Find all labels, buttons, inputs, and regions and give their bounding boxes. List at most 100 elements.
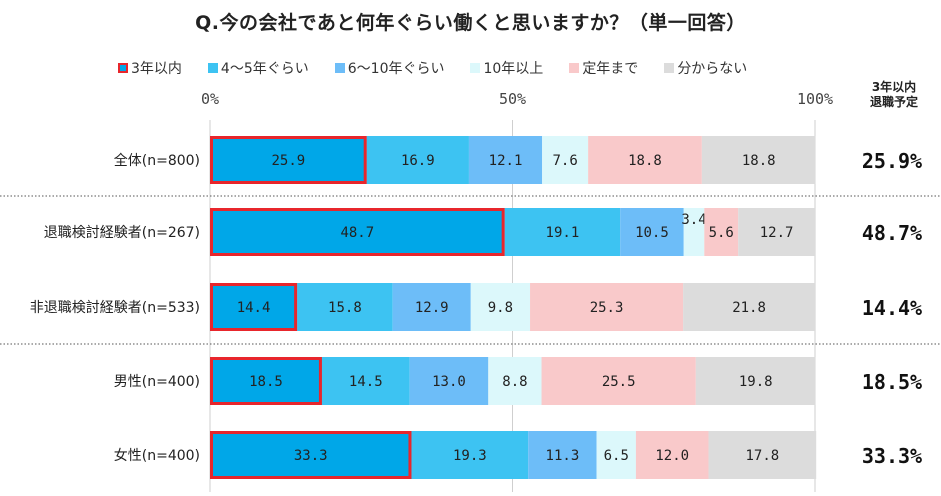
legend-label: 分からない <box>677 61 748 77</box>
bar-segment <box>596 431 636 479</box>
highlight-outline <box>210 136 367 184</box>
legend-swatch <box>664 63 675 73</box>
bar-value-label: 7.6 <box>552 153 577 169</box>
legend-swatch <box>470 63 481 73</box>
side-column-header-line1: 3年以内 <box>871 80 917 94</box>
side-column-value: 18.5% <box>862 370 922 394</box>
highlight-outline <box>210 357 322 405</box>
bar-segment <box>392 283 471 331</box>
bar-value-label: 15.8 <box>328 300 362 316</box>
bar-value-label: 25.9 <box>271 153 305 169</box>
side-column-header-line2: 退職予定 <box>869 95 918 109</box>
bar-segment <box>620 208 684 256</box>
bar-segment <box>738 208 815 256</box>
highlight-outline <box>210 431 412 479</box>
bar-segment <box>542 136 589 184</box>
bar-value-label: 12.1 <box>489 153 523 169</box>
legend-label: 3年以内 <box>131 61 182 77</box>
category-label: 全体(n=800) <box>114 152 200 169</box>
legend-swatch <box>334 63 345 73</box>
bar-segment <box>210 208 505 256</box>
bar-value-label: 9.8 <box>488 300 513 316</box>
bar-value-label: 12.9 <box>415 300 449 316</box>
bar-value-label: 18.8 <box>628 153 662 169</box>
x-tick-label: 0% <box>201 90 219 108</box>
bar-segment <box>470 283 531 331</box>
x-tick-label: 50% <box>499 90 526 108</box>
legend: 3年以内 4～5年ぐらい 6～10年ぐらい 10年以上 定年まで 分からない <box>118 58 747 78</box>
bar-segment <box>210 136 367 184</box>
side-column-value: 33.3% <box>862 444 922 468</box>
bar-value-label: 25.3 <box>590 300 624 316</box>
bar-value-label: 14.5 <box>349 374 383 390</box>
bar-segment <box>708 431 817 479</box>
bar-value-label: 48.7 <box>340 225 374 241</box>
bar-value-label: 12.0 <box>655 448 689 464</box>
legend-swatch <box>569 63 580 73</box>
legend-item: 定年まで <box>569 58 638 78</box>
bar-segment <box>504 208 621 256</box>
bar-value-label: 10.5 <box>635 225 669 241</box>
bar-segment <box>488 357 542 405</box>
bar-value-label: 13.0 <box>432 374 466 390</box>
bar-value-label: 18.5 <box>249 374 283 390</box>
bar-value-label: 33.3 <box>294 448 328 464</box>
bar-value-label: 3.4 <box>681 212 706 228</box>
chart-title: Q.今の会社であと何年ぐらい働くと思いますか？（単一回答） <box>195 12 746 34</box>
bar-segment <box>321 357 410 405</box>
bar-segment <box>541 357 696 405</box>
bar-value-label: 19.1 <box>546 225 580 241</box>
legend-label: 定年まで <box>582 61 639 77</box>
bar-segment <box>409 357 489 405</box>
bar-value-label: 19.3 <box>453 448 487 464</box>
bar-segment <box>530 283 684 331</box>
bar-value-label: 21.8 <box>732 300 766 316</box>
legend-item: 6～10年ぐらい <box>334 58 445 78</box>
bar-value-label: 17.8 <box>746 448 780 464</box>
bar-segment <box>528 431 597 479</box>
bar-segment <box>210 431 412 479</box>
bar-segment <box>635 431 709 479</box>
highlight-outline <box>210 283 298 331</box>
side-column-header: 3年以内 退職予定 <box>848 80 940 110</box>
legend-label: 4～5年ぐらい <box>220 61 309 77</box>
category-label: 男性(n=400) <box>114 374 200 390</box>
bar-segment <box>683 283 815 331</box>
bar-segment <box>468 136 543 184</box>
bar-segment <box>695 357 816 405</box>
bar-value-label: 5.6 <box>709 225 734 241</box>
bar-segment <box>704 208 739 256</box>
legend-label: 6～10年ぐらい <box>347 61 445 77</box>
side-column-value: 25.9% <box>862 149 922 173</box>
side-column-value: 48.7% <box>862 221 922 245</box>
x-tick-label: 100% <box>797 90 833 108</box>
bar-segment <box>210 357 322 405</box>
legend-item: 10年以上 <box>470 58 543 78</box>
category-label: 非退職検討経験者(n=533) <box>30 300 200 316</box>
category-label: 退職検討経験者(n=267) <box>44 225 200 241</box>
bar-segment <box>588 136 702 184</box>
bar-segment <box>210 283 298 331</box>
bar-value-label: 25.5 <box>602 374 636 390</box>
bar-segment <box>366 136 469 184</box>
bar-value-label: 11.3 <box>546 448 580 464</box>
bar-segment <box>683 208 705 256</box>
legend-item: 4～5年ぐらい <box>207 58 309 78</box>
bar-value-label: 19.8 <box>739 374 773 390</box>
bar-segment <box>411 431 529 479</box>
legend-label: 10年以上 <box>483 61 544 77</box>
bar-value-label: 16.9 <box>401 153 435 169</box>
side-column-value: 14.4% <box>862 296 922 320</box>
legend-swatch <box>118 63 128 73</box>
bar-segment <box>701 136 816 184</box>
legend-swatch <box>207 63 218 73</box>
legend-item: 分からない <box>664 58 747 78</box>
bar-value-label: 14.4 <box>237 300 271 316</box>
bar-value-label: 12.7 <box>760 225 794 241</box>
bar-value-label: 8.8 <box>502 374 527 390</box>
bar-value-label: 18.8 <box>742 153 776 169</box>
highlight-outline <box>210 208 505 256</box>
bar-segment <box>297 283 393 331</box>
bar-value-label: 6.5 <box>604 448 629 464</box>
